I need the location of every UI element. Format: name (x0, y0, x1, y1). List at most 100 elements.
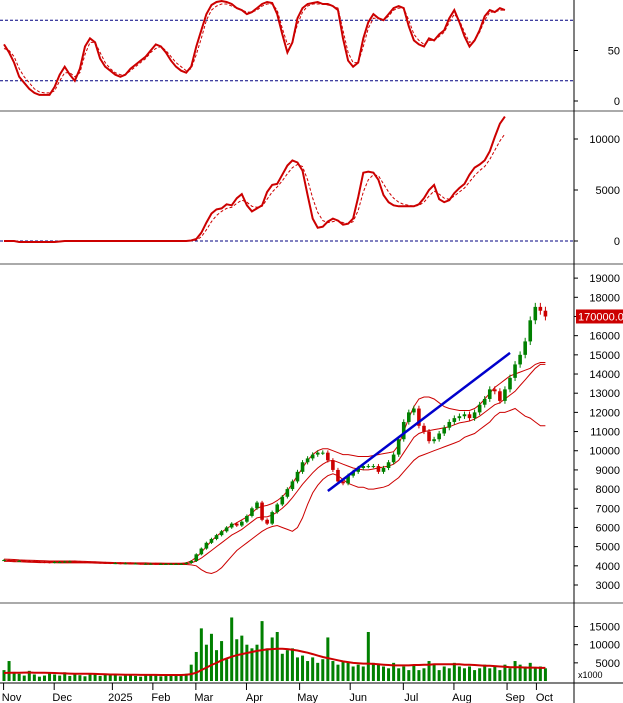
x-tick-label: Mar (194, 692, 213, 703)
volume-bar (179, 675, 183, 681)
candle-body (143, 563, 148, 565)
candle-body (113, 563, 118, 565)
candle-body (280, 496, 285, 505)
candle-body (442, 427, 447, 434)
candle-body (498, 391, 502, 401)
candle-body (482, 398, 487, 405)
volume-bar (129, 674, 132, 681)
candle-body (169, 563, 173, 565)
candle-body (341, 481, 345, 484)
x-tick-label: Oct (536, 692, 553, 703)
candle-body (427, 431, 431, 442)
oscillator-panel: 0 5000 10000 (0, 116, 620, 248)
candle-body (234, 523, 239, 526)
candle-body (462, 414, 467, 417)
candle-body (513, 364, 517, 378)
volume-bar (48, 673, 52, 681)
volume-bar (427, 661, 431, 681)
price-tick-label: 13000 (589, 388, 620, 400)
volume-bar (42, 675, 46, 681)
volume-bar (488, 668, 492, 681)
candle-body (376, 466, 381, 472)
volume-bar (508, 668, 512, 681)
x-tick-label: Jul (404, 692, 418, 703)
volume-bar (376, 664, 380, 681)
candle-body (386, 462, 391, 469)
volume-bar (275, 631, 279, 681)
candle-body (331, 460, 335, 470)
candle-body (326, 452, 330, 461)
volume-bar (462, 668, 466, 681)
volume-bar (184, 673, 188, 681)
candle-body (98, 562, 102, 564)
volume-bar (32, 674, 36, 681)
volume-bar (118, 676, 122, 681)
candle-body (320, 452, 325, 454)
candle-body (229, 523, 234, 528)
candle-body (503, 389, 507, 401)
candle-body (356, 468, 360, 472)
volume-bar (159, 676, 163, 681)
candle-body (528, 320, 533, 342)
volume-unit-label: x1000 (578, 670, 603, 680)
volume-bar (204, 644, 208, 681)
volume-bar (478, 668, 482, 681)
candle-body (83, 561, 87, 563)
volume-bar (301, 655, 305, 681)
price-tick-label: 7000 (596, 503, 620, 515)
candle-body (452, 418, 457, 422)
volume-bar (533, 668, 537, 681)
candle-body (57, 561, 62, 563)
volume-bar (265, 648, 269, 681)
volume-bar (73, 673, 77, 681)
volume-bar (473, 670, 477, 681)
volume-bar (331, 661, 335, 681)
volume-bar (407, 670, 411, 681)
rsi-line-dashed (3, 3, 505, 94)
price-tick-label: 15000 (589, 350, 620, 362)
candle-body (179, 563, 183, 565)
candle-body (396, 439, 401, 455)
candle-body (412, 408, 416, 413)
x-tick-label: Feb (151, 692, 170, 703)
candle-body (133, 563, 138, 565)
candle-body (67, 561, 72, 563)
price-tick-label: 12000 (589, 407, 620, 419)
volume-bar (518, 664, 522, 681)
volume-moving-average (3, 647, 546, 676)
volume-bar (240, 635, 244, 681)
candle-body (493, 389, 497, 392)
candle-body (199, 548, 204, 555)
candle-body (17, 560, 21, 562)
volume-bar (255, 644, 259, 681)
candle-body (401, 421, 406, 440)
candle-body (78, 561, 82, 563)
volume-bar (442, 666, 446, 681)
rsi-panel: 0 50 (0, 0, 620, 108)
volume-bar (149, 674, 153, 681)
candle-body (300, 462, 305, 472)
candle-body (477, 404, 482, 413)
x-tick-label: Jun (349, 692, 367, 703)
volume-tick-label: 10000 (589, 640, 620, 652)
volume-bar (215, 650, 219, 681)
volume-bar (543, 668, 547, 681)
candle-body (219, 531, 224, 536)
candle-body (148, 563, 153, 565)
x-tick-label: Aug (452, 692, 472, 703)
candle-body (336, 469, 340, 482)
candle-body (164, 563, 168, 565)
candle-body (518, 354, 522, 365)
volume-bar (295, 657, 299, 681)
candle-body (123, 563, 128, 565)
volume-bar (493, 666, 497, 681)
volume-bar (366, 631, 370, 681)
volume-bar (63, 672, 67, 681)
volume-bar (422, 668, 426, 681)
candle-body (371, 466, 376, 468)
volume-bar (447, 668, 451, 681)
volume-bar (437, 670, 441, 681)
volume-bar (83, 676, 87, 681)
candle-body (108, 562, 113, 564)
price-tick-label: 10000 (589, 446, 620, 458)
